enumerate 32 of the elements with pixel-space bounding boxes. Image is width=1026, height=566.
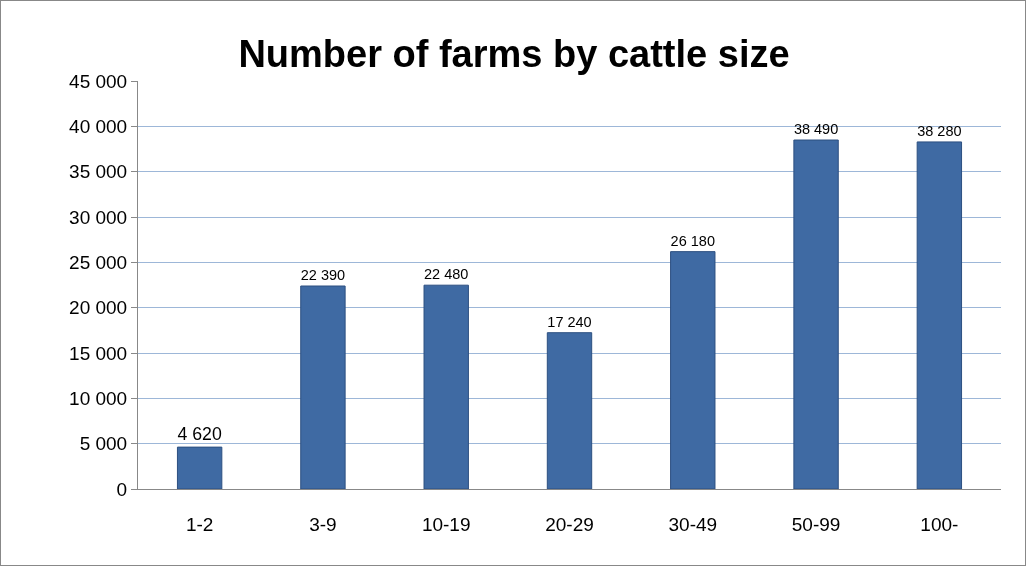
y-tick-label: 5 000 (79, 433, 128, 455)
x-tick-label: 50-99 (791, 513, 841, 535)
bar (670, 251, 716, 489)
y-tick-label: 10 000 (69, 387, 128, 409)
y-tick-label: 35 000 (69, 161, 128, 183)
y-tick-label: 15 000 (69, 342, 128, 364)
y-tick-label: 0 (116, 478, 128, 500)
y-tick-label: 20 000 (69, 297, 128, 319)
data-label: 22 390 (300, 266, 346, 283)
data-label: 4 620 (177, 424, 222, 445)
chart-title: Number of farms by cattle size (238, 33, 790, 76)
data-label: 22 480 (424, 266, 469, 283)
x-tick-label: 3-9 (309, 513, 337, 535)
x-tick-label: 1-2 (185, 513, 214, 535)
y-tick-label: 45 000 (69, 70, 128, 92)
bar (176, 446, 223, 489)
data-label: 17 240 (547, 313, 592, 330)
y-tick-label: 25 000 (69, 251, 128, 273)
data-label: 26 180 (670, 232, 715, 249)
x-tick-label: 100- (920, 513, 959, 535)
bar (300, 285, 346, 489)
x-tick-label: 10-19 (421, 513, 471, 535)
y-tick-label: 30 000 (69, 206, 128, 228)
x-tick-label: 20-29 (545, 513, 594, 535)
data-label: 38 280 (917, 122, 962, 139)
y-tick-label: 40 000 (69, 115, 128, 137)
x-tick-label: 30-49 (668, 513, 718, 535)
bar (793, 139, 839, 489)
bar (423, 284, 469, 489)
bar (916, 141, 963, 489)
data-label: 38 490 (793, 120, 839, 137)
bar (546, 332, 593, 489)
